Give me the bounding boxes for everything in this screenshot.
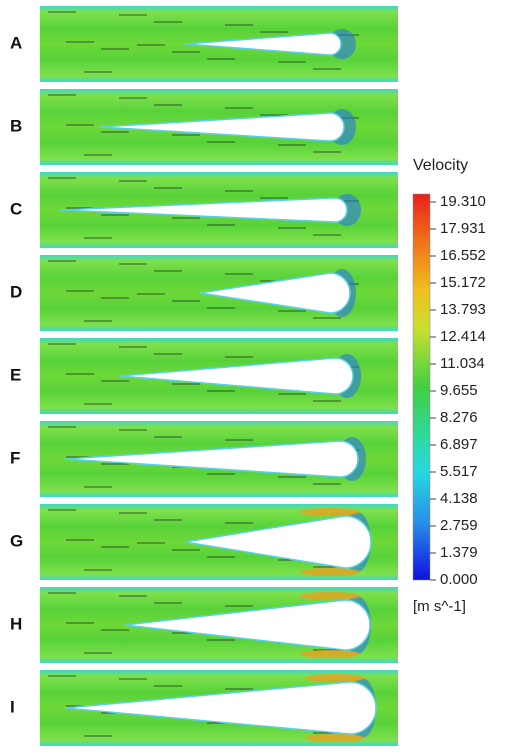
- panel-label: E: [10, 365, 21, 384]
- colorbar: [412, 193, 431, 581]
- colorbar-tick-label: 1.379: [440, 544, 478, 561]
- high-velocity: [300, 592, 360, 600]
- colorbar-tick-label: 15.172: [440, 274, 486, 291]
- panel-label: B: [10, 116, 22, 135]
- colorbar-tick-label: 13.793: [440, 301, 486, 318]
- panel-label: A: [10, 33, 22, 52]
- body: [184, 515, 372, 569]
- panel-label: C: [10, 199, 22, 218]
- colorbar-title: Velocity: [413, 157, 468, 174]
- panel-label: G: [10, 531, 23, 550]
- colorbar-tick-label: 9.655: [440, 382, 478, 399]
- body: [184, 32, 342, 56]
- colorbar-tick-label: 11.034: [440, 355, 485, 372]
- body: [64, 440, 359, 478]
- colorbar-tick-label: 0.000: [440, 571, 478, 588]
- body: [124, 599, 371, 651]
- panel-label: H: [10, 614, 22, 633]
- body: [64, 681, 377, 735]
- high-velocity: [300, 650, 360, 658]
- high-velocity: [305, 734, 365, 742]
- colorbar-tick-label: 2.759: [440, 517, 478, 534]
- colorbar-tick-label: 17.931: [440, 220, 486, 237]
- body: [199, 272, 351, 314]
- body: [59, 197, 348, 223]
- high-velocity: [300, 568, 360, 576]
- colorbar-tick-label: 19.310: [440, 193, 486, 210]
- colorbar-tick-label: 16.552: [440, 247, 486, 264]
- colorbar-tick-label: 5.517: [440, 463, 478, 480]
- colorbar-tick-label: 4.138: [440, 490, 478, 507]
- body: [99, 112, 345, 142]
- colorbar-tick-label: 8.276: [440, 409, 478, 426]
- high-velocity: [305, 674, 365, 682]
- body: [119, 357, 354, 395]
- high-velocity: [300, 508, 360, 516]
- colorbar-tick-label: 12.414: [440, 328, 486, 345]
- panel-label: I: [10, 697, 15, 716]
- panel-label: F: [10, 448, 20, 467]
- colorbar-unit: [m s^-1]: [413, 598, 466, 615]
- panel-label: D: [10, 282, 22, 301]
- colorbar-tick-label: 6.897: [440, 436, 478, 453]
